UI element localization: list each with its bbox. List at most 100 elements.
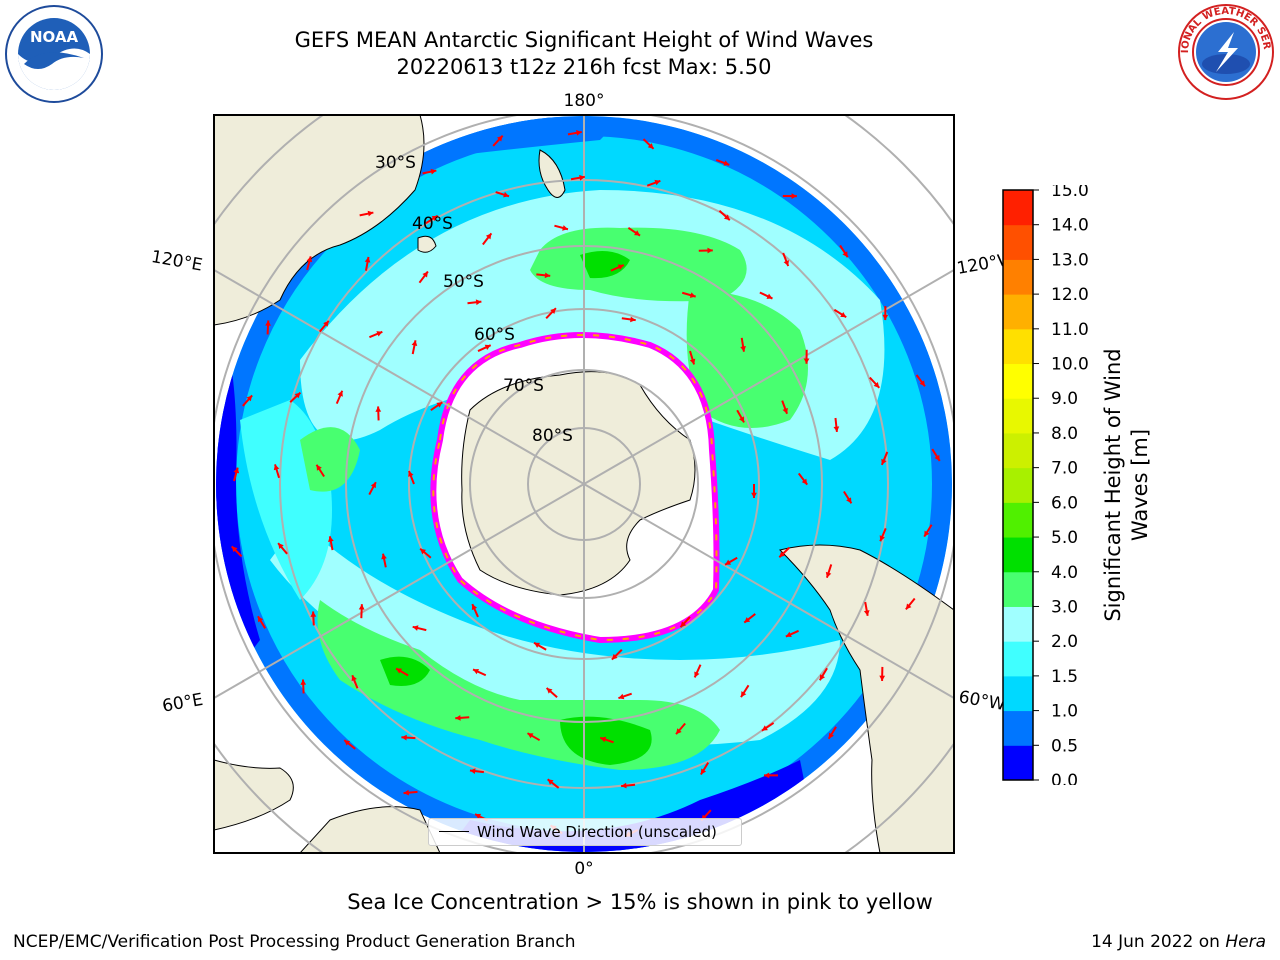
colorbar-tick-label: 14.0 [1051,216,1089,236]
colorbar-tick-label: 3.0 [1051,597,1078,617]
colorbar-segment [1003,606,1033,642]
colorbar-segment [1003,259,1033,295]
noaa-logo: NOAA [5,5,103,103]
wave-direction-arrowhead [919,380,925,387]
wave-direction-arrowhead [430,168,437,175]
wave-direction-arrowhead [412,625,419,631]
wave-direction-arrowhead [375,406,382,412]
wave-direction-arrowhead [863,610,870,616]
legend-label: Wind Wave Direction (unscaled) [477,823,717,841]
colorbar-tick-label: 4.0 [1051,563,1078,583]
wave-direction-arrowhead [546,688,553,694]
colorbar-segment [1003,432,1033,469]
colorbar-tick-label: 0.5 [1051,736,1078,756]
colorbar-frame [1002,189,1034,781]
colorbar-tick-label: 5.0 [1051,528,1078,548]
madagascar-landmass [299,806,441,853]
wave-direction-arrowhead [401,734,407,741]
wave-direction-arrowhead [803,358,810,364]
wave-direction-arrowhead [246,395,253,402]
colorbar-segment [1003,224,1033,260]
map-legend: Wind Wave Direction (unscaled) [428,818,742,846]
wave-direction-arrowhead [738,416,745,423]
wave-direction-arrowhead [873,382,880,388]
wave-direction-arrowhead [231,546,238,553]
colorbar-tick-label: 10.0 [1051,355,1089,375]
lat-label-30s: 30°S [375,153,416,173]
wave-direction-arrowhead [905,603,912,610]
colorbar-segment [1003,398,1033,434]
lat-label-40s: 40°S [412,214,453,234]
footer-credit: NCEP/EMC/Verification Post Processing Pr… [13,932,576,952]
wave-direction-arrowhead [408,470,414,477]
colorbar-tick-label: 2.0 [1051,632,1078,652]
wave-direction-arrowhead [473,668,480,675]
wave-direction-arrowhead [725,559,732,565]
wave-direction-arrowhead [618,693,625,700]
wave-direction-arrowhead [233,467,240,474]
wave-direction-arrowhead [761,725,768,731]
graticule [214,115,954,853]
wave-direction-arrowhead [833,426,840,432]
wave-direction-arrowhead [630,316,636,323]
chart-title: GEFS MEAN Antarctic Significant Height o… [294,28,874,52]
lon-label-180: 180° [564,91,605,111]
wave-direction-arrowhead [600,736,607,743]
wave-direction-arrowhead [680,621,687,628]
wave-direction-arrowhead [634,230,641,236]
wave-direction-arrowhead [723,214,730,221]
colorbar-tick-label: 1.0 [1051,702,1078,722]
wave-direction-arrowhead [842,251,848,258]
wave-direction-arrowhead [411,340,418,347]
colorbar-tick-label: 6.0 [1051,493,1078,513]
lat-label-80s: 80°S [532,426,573,446]
colorbar-segment [1003,675,1033,712]
wave-direction-arrowhead [840,311,847,318]
wave-direction-arrowhead [310,611,317,617]
footer-date-text: 14 Jun 2022 on [1091,932,1226,952]
wave-direction-arrowhead [351,675,357,682]
wave-direction-arrowhead [611,653,618,660]
wave-direction-arrowhead [763,772,770,779]
colorbar-segment [1003,328,1033,365]
lat-label-70s: 70°S [503,376,544,396]
wave-direction-arrowhead [323,320,329,327]
wave-direction-arrowhead [879,535,885,542]
wave-direction-arrowhead [475,299,482,306]
wave-direction-arrowhead [420,548,427,555]
wave-direction-arrowhead [273,464,280,471]
wave-direction-arrowhead [881,458,887,465]
chart-subtitle: 20220613 t12z 216h fcst Max: 5.50 [396,55,772,79]
wave-direction-arrowhead [455,715,461,721]
africa-landmass [214,759,294,831]
lat-label-60s: 60°S [474,325,515,345]
wave-direction-arrowhead [503,191,510,198]
wave-direction-arrowhead [924,530,930,537]
wave-direction-arrowhead [751,492,757,498]
map-frame [213,114,955,854]
wave-direction-arrowhead [485,233,492,240]
wave-direction-arrowhead [367,210,374,217]
wave-direction-arrowhead [278,543,284,549]
wave-direction-arrowhead [879,675,886,681]
wave-direction-arrowhead [707,247,713,254]
wave-direction-arrowhead [534,642,541,648]
wave-direction-arrowhead [654,179,661,186]
wave-direction-arrowhead [436,402,443,408]
wave-direction-arrowhead [801,478,808,485]
wave-direction-arrowhead [469,768,476,774]
colorbar-tick-label: 0.0 [1051,771,1078,785]
wave-direction-arrowhead [621,782,627,789]
wave-direction-arrowhead [723,160,730,166]
wave-direction-arrowhead [846,497,852,504]
wave-direction-arrowhead [689,292,696,298]
wave-direction-arrowhead [344,740,351,746]
colorbar-segment [1003,502,1033,538]
wave-direction-arrowhead [825,571,832,578]
wave-direction-arrowhead [766,293,773,299]
colorbar-tick-label: 9.0 [1051,389,1078,409]
wave-direction-arrowhead [471,604,478,611]
colorbar-tick-label: 1.5 [1051,667,1078,687]
tasmania-landmass [417,235,437,253]
wave-direction-arrowhead [741,691,747,698]
